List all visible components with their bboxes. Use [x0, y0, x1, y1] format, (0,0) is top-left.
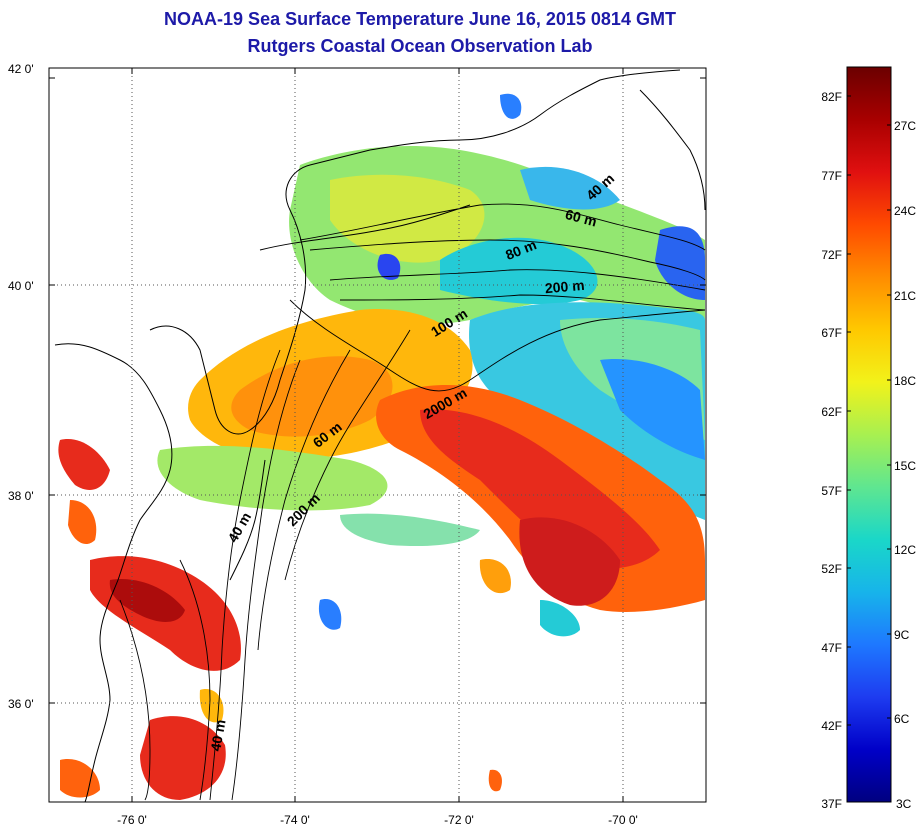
map-subtitle: Rutgers Coastal Ocean Observation Lab: [247, 36, 593, 56]
colorbar-f-label: 57F: [821, 484, 842, 498]
contour-label: 200 m: [544, 277, 585, 296]
colorbar-f-label: 37F: [821, 797, 842, 811]
colorbar-f-label: 72F: [821, 248, 842, 262]
colorbar-c-label: 21C: [894, 289, 916, 303]
lon-label: -74 0': [280, 813, 310, 827]
colorbar-f-label: 82F: [821, 90, 842, 104]
coastline: [54, 69, 706, 802]
colorbar-f-label: 42F: [821, 719, 842, 733]
contour-label: 60 m: [564, 206, 599, 230]
colorbar-ticks: [847, 95, 891, 726]
map-plot-area: 40 m 60 m 80 m 200 m 100 m 2000 m 60 m 2…: [49, 68, 706, 802]
colorbar-c-labels: 27C 24C 21C 18C 15C 12C 9C 6C 3C: [894, 119, 916, 811]
colorbar-c-label: 6C: [894, 712, 910, 726]
map-frame: [48, 67, 707, 803]
colorbar-f-label: 62F: [821, 405, 842, 419]
lat-label: 36 0': [8, 697, 34, 711]
colorbar-c-label: 9C: [894, 628, 910, 642]
colorbar: [846, 66, 892, 803]
contour-label: 40 m: [224, 510, 254, 546]
colorbar-f-label: 52F: [821, 562, 842, 576]
map-ticks: [49, 68, 706, 802]
colorbar-f-label: 47F: [821, 641, 842, 655]
map-gridlines: [49, 68, 706, 802]
sst-field: [58, 93, 705, 800]
colorbar-f-label: 67F: [821, 326, 842, 340]
lat-label: 42 0': [8, 62, 34, 76]
colorbar-c-label: 12C: [894, 543, 916, 557]
colorbar-c-label: 15C: [894, 459, 916, 473]
lon-label: -76 0': [117, 813, 147, 827]
colorbar-c-label: 3C: [896, 797, 912, 811]
map-title: NOAA-19 Sea Surface Temperature June 16,…: [164, 9, 676, 29]
colorbar-f-labels: 82F 77F 72F 67F 62F 57F 52F 47F 42F 37F: [821, 90, 842, 811]
lat-label: 40 0': [8, 279, 34, 293]
lon-label: -72 0': [444, 813, 474, 827]
lat-axis-labels: 42 0' 40 0' 38 0' 36 0': [8, 62, 34, 711]
colorbar-f-label: 77F: [821, 169, 842, 183]
contour-label: 40 m: [207, 718, 228, 752]
bathymetry-contours: [119, 203, 706, 801]
lon-axis-labels: -76 0' -74 0' -72 0' -70 0': [117, 813, 638, 827]
colorbar-c-label: 27C: [894, 119, 916, 133]
colorbar-c-label: 24C: [894, 204, 916, 218]
lat-label: 38 0': [8, 489, 34, 503]
lon-label: -70 0': [608, 813, 638, 827]
colorbar-c-label: 18C: [894, 374, 916, 388]
